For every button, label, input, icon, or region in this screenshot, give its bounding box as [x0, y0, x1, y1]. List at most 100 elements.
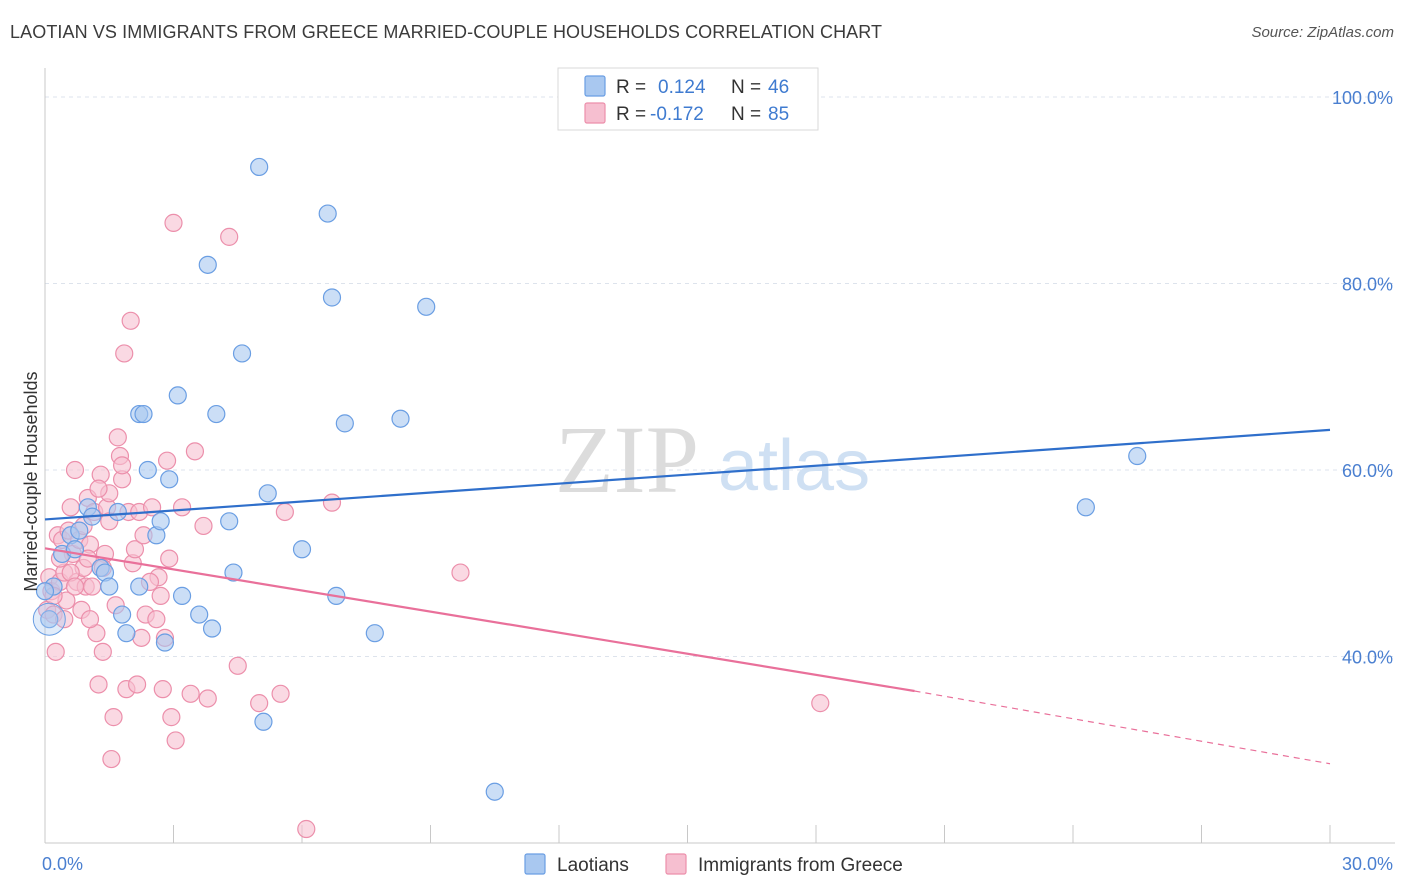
- laotians-point: [1128, 446, 1147, 466]
- greece-point: [164, 213, 183, 232]
- laotians-point: [134, 404, 153, 424]
- x-tick-label: 0.0%: [42, 854, 83, 874]
- greece-point: [181, 684, 200, 703]
- greece-point: [157, 451, 177, 470]
- laotians-point: [335, 414, 354, 433]
- laotians-point: [138, 460, 157, 480]
- greece-trend-line-extrapolated: [914, 690, 1331, 765]
- laotians-point: [40, 610, 59, 629]
- laotians-point: [417, 297, 436, 316]
- laotians-point: [254, 712, 273, 731]
- legend-swatch-blue: [584, 75, 606, 97]
- greece-point: [61, 498, 80, 517]
- trend-lines: [44, 428, 1331, 765]
- chart-title: LAOTIAN VS IMMIGRANTS FROM GREECE MARRIE…: [10, 22, 883, 42]
- laotians-point-large: [32, 602, 66, 636]
- laotians-point: [100, 577, 119, 596]
- greece-point: [451, 563, 470, 582]
- greece-point: [811, 694, 830, 713]
- greece-point: [80, 610, 100, 629]
- legend-r-label-2: R =: [616, 104, 646, 125]
- greece-point: [160, 549, 179, 568]
- greece-point: [65, 460, 85, 480]
- laotians-point: [322, 288, 342, 307]
- laotians-point: [224, 563, 243, 582]
- legend-bottom-swatch-greece: [665, 853, 687, 875]
- greece-point: [198, 689, 217, 708]
- watermark: ZIP atlas: [555, 406, 870, 513]
- laotians-point: [108, 502, 127, 522]
- greece-point: [89, 675, 108, 694]
- greece-point: [297, 819, 316, 839]
- greece-point: [132, 628, 151, 647]
- greece-point: [322, 493, 342, 512]
- legend-n-label-1: N =: [731, 77, 761, 98]
- y-tick-label: 100.0%: [1332, 88, 1393, 108]
- y-tick-label: 40.0%: [1342, 648, 1393, 668]
- laotians-point: [70, 521, 89, 540]
- greece-point: [46, 642, 65, 661]
- greece-point: [93, 642, 112, 661]
- legend-r-label-1: R =: [616, 77, 646, 98]
- legend-swatch-pink: [584, 102, 606, 124]
- laotians-point: [232, 344, 252, 363]
- greece-point: [108, 428, 127, 447]
- greece-point: [125, 540, 145, 559]
- legend-bottom-laotians: Laotians: [557, 855, 629, 876]
- greece-point: [228, 656, 247, 675]
- laotians-point: [155, 633, 175, 652]
- legend-bottom-greece: Immigrants from Greece: [698, 855, 903, 876]
- greece-point: [162, 708, 181, 727]
- legend-n-value-1: 46: [768, 77, 789, 98]
- y-tick-label: 60.0%: [1342, 461, 1393, 481]
- greece-point: [104, 708, 123, 727]
- legend-bottom: Laotians Immigrants from Greece: [524, 853, 903, 876]
- laotians-point: [318, 204, 337, 223]
- legend-r-value-2: -0.172: [650, 104, 704, 125]
- laotians-point: [485, 782, 504, 801]
- greece-point: [185, 442, 205, 461]
- greece-point: [271, 684, 290, 703]
- greece-point: [83, 577, 102, 596]
- greece-point: [102, 749, 121, 769]
- watermark-zip: ZIP: [555, 406, 699, 513]
- laotians-point: [168, 386, 187, 405]
- laotians-point: [130, 577, 149, 596]
- laotians-point: [35, 582, 55, 601]
- watermark-atlas: atlas: [718, 426, 870, 506]
- greece-point: [220, 227, 239, 246]
- greece-point: [115, 344, 134, 363]
- greece-point: [172, 498, 192, 517]
- laotians-point: [250, 157, 269, 177]
- y-axis-title: Married-couple Households: [21, 371, 41, 591]
- laotians-point: [391, 409, 410, 428]
- laotians-point: [160, 470, 179, 489]
- greece-point: [166, 731, 185, 750]
- source-credit: Source: ZipAtlas.com: [1251, 24, 1394, 41]
- laotians-point: [202, 619, 222, 638]
- axes: 40.0% 60.0% 80.0% 100.0% 0.0% 30.0%: [42, 68, 1395, 874]
- legend-top: R = 0.124 N = 46 R = -0.172 N = 85: [557, 67, 819, 131]
- laotians-point: [112, 605, 132, 624]
- legend-r-value-1: 0.124: [658, 77, 706, 98]
- legend-n-label-2: N =: [731, 104, 761, 125]
- greece-point: [127, 675, 147, 694]
- greece-point: [194, 516, 213, 536]
- laotians-point: [117, 624, 136, 643]
- laotians-point: [172, 586, 192, 605]
- greece-point: [275, 502, 294, 522]
- laotians-trend-line: [44, 428, 1331, 521]
- x-tick-label: 30.0%: [1342, 854, 1393, 874]
- greece-point: [147, 610, 166, 629]
- laotians-point: [151, 512, 170, 531]
- greece-point: [250, 694, 269, 713]
- laotians-point: [198, 255, 217, 274]
- greece-point: [65, 577, 85, 596]
- greece-point: [153, 680, 172, 699]
- greece-point: [151, 586, 170, 605]
- laotians-point: [258, 484, 277, 503]
- greece-trend-line: [44, 547, 915, 693]
- laotians-point: [207, 404, 226, 424]
- greece-point: [121, 311, 140, 330]
